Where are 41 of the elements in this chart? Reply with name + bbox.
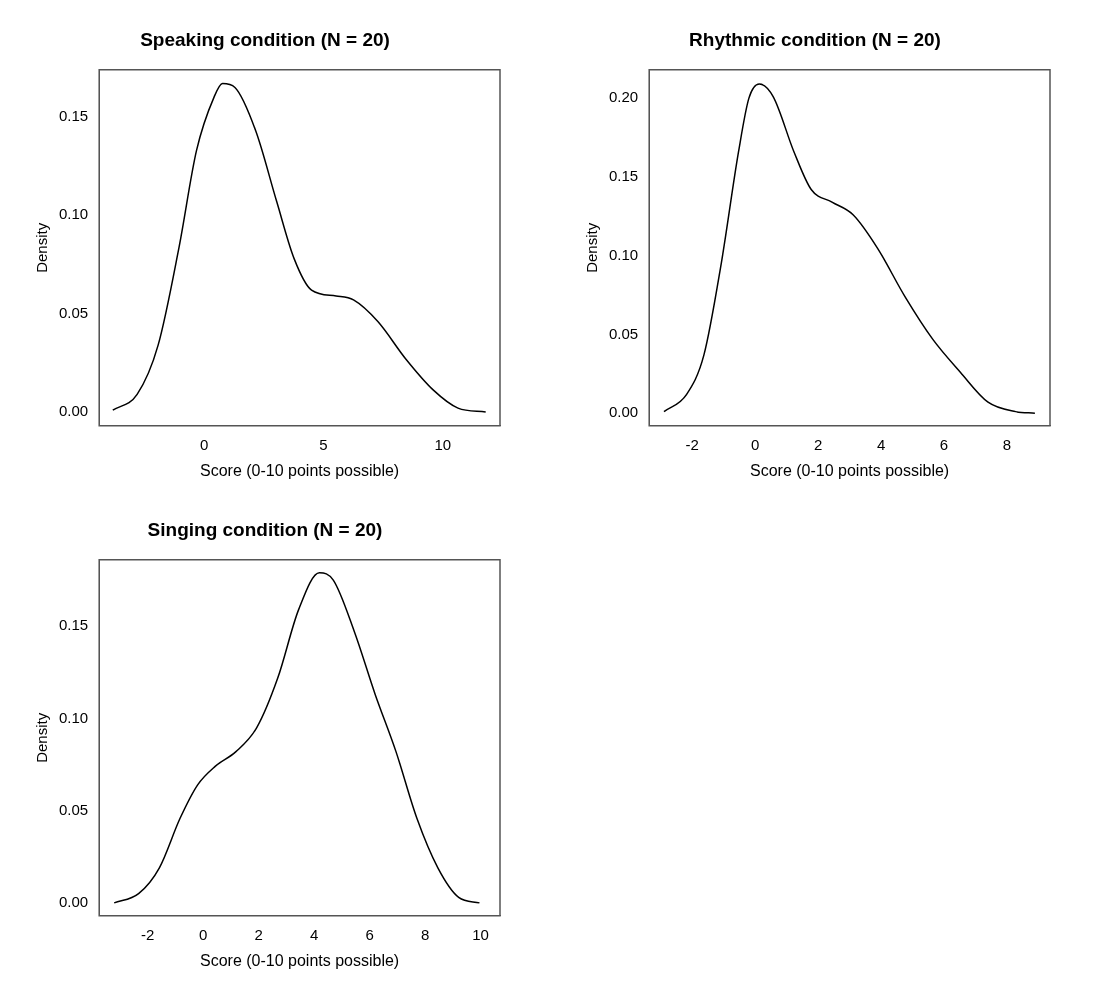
x-tick-label: 4 (876, 435, 886, 453)
y-tick-label: 0.00 (608, 403, 639, 421)
x-tick-label: 6 (939, 435, 949, 453)
y-tick-label: 0.10 (58, 205, 89, 223)
x-tick-label: 0 (200, 435, 209, 453)
x-axis-title: Score (0-10 points possible) (749, 461, 950, 479)
x-tick-label: 10 (434, 435, 452, 453)
y-tick-label: 0.05 (608, 324, 639, 342)
x-tick-label: 0 (199, 925, 208, 943)
x-tick-label: 8 (1002, 435, 1012, 453)
x-axis-title: Score (0-10 points possible) (199, 461, 400, 479)
line-series (113, 571, 481, 904)
x-axis-title: Score (0-10 points possible) (199, 951, 400, 969)
x-tick-label: 4 (309, 925, 319, 943)
y-tick-label: 0.10 (608, 245, 639, 263)
y-axis-title: Density (583, 222, 601, 273)
y-tick-label: 0.10 (58, 708, 89, 726)
x-tick-label: 10 (472, 925, 489, 943)
x-tick-label: 2 (813, 435, 823, 453)
chart-title: Singing condition (N = 20) (147, 518, 383, 540)
x-tick-label: 6 (365, 925, 374, 943)
x-tick-label: -2 (141, 925, 155, 943)
x-tick-label: 8 (420, 925, 430, 943)
x-tick-label: 2 (254, 925, 263, 943)
y-tick-label: 0.15 (58, 107, 89, 125)
y-tick-label: 0.15 (608, 167, 639, 185)
line-series (663, 83, 1036, 414)
y-tick-label: 0.00 (58, 402, 89, 420)
y-tick-label: 0.00 (58, 893, 89, 911)
y-tick-label: 0.20 (608, 88, 639, 106)
x-tick-label: -2 (685, 435, 699, 453)
chart-title: Speaking condition (N = 20) (140, 28, 390, 50)
y-axis-title: Density (33, 712, 51, 763)
x-tick-label: 5 (319, 435, 328, 453)
y-axis-title: Density (33, 222, 51, 273)
y-tick-label: 0.15 (58, 616, 89, 634)
chart-title: Rhythmic condition (N = 20) (689, 28, 941, 50)
y-tick-label: 0.05 (58, 800, 89, 818)
x-tick-label: 0 (751, 435, 760, 453)
line-series (112, 82, 487, 413)
y-tick-label: 0.05 (58, 303, 89, 321)
